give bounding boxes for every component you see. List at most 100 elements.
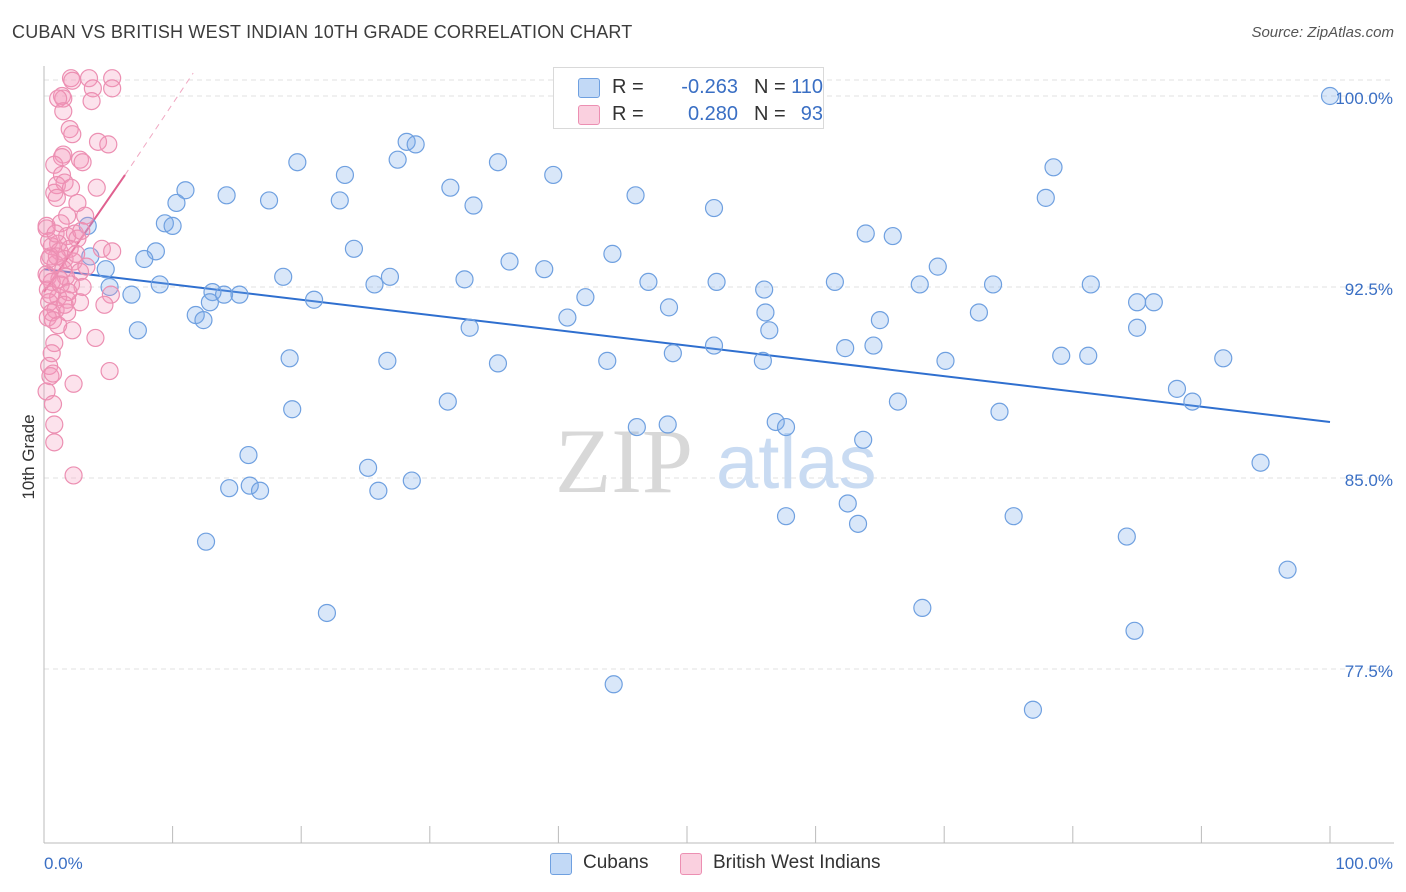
legend-label: Cubans (583, 852, 649, 873)
x-tick-label: 100.0% (1335, 854, 1393, 873)
cubans-point (1320, 86, 1340, 106)
british-west-indians-points (37, 69, 122, 485)
british-west-indians-point (64, 466, 83, 485)
british-west-indians-point (101, 285, 120, 304)
cubans-point (760, 321, 779, 340)
cubans-point (335, 165, 355, 185)
cubans-point (1127, 293, 1147, 312)
cubans-point (402, 471, 421, 490)
british-west-indians-point (64, 374, 83, 393)
cubans-point (639, 272, 658, 292)
cubans-point (870, 311, 890, 330)
gridlines (44, 79, 1394, 670)
cubans-point (603, 244, 622, 263)
british-west-indians-point (41, 367, 60, 386)
watermark-zip: ZIP (555, 410, 693, 512)
axes (43, 66, 1394, 844)
cubans-point (576, 288, 595, 307)
cubans-point (838, 494, 857, 513)
watermark-atlas: atlas (716, 420, 877, 505)
cubans-point (544, 165, 563, 185)
source-label: Source: ZipAtlas.com (1251, 24, 1394, 41)
british-west-indians-point (76, 206, 95, 225)
british-west-indians-point (63, 71, 82, 90)
cubans-point (1036, 188, 1055, 207)
cubans-point (167, 193, 186, 213)
cubans-point (604, 675, 623, 694)
r-label: R = (612, 103, 644, 125)
y-tick-label: 100.0% (1335, 89, 1393, 108)
british-west-indians-trend-extension (124, 72, 194, 176)
cubans-point (983, 275, 1003, 294)
british-west-indians-point (54, 102, 73, 121)
british-west-indians-point (67, 244, 86, 263)
british-west-indians-point (100, 361, 119, 381)
r-value: 0.280 (687, 103, 738, 125)
british-west-indians-point (99, 135, 118, 154)
cubans-point (259, 191, 279, 210)
british-west-indians-point (45, 433, 64, 452)
cubans-point (848, 514, 868, 533)
cubans-point (344, 239, 364, 258)
cubans-point (163, 216, 182, 235)
cubans-point (500, 252, 519, 271)
cubans-point (230, 285, 249, 304)
british-west-indians-point (61, 178, 81, 197)
legend-swatch-blue (578, 78, 600, 98)
british-west-indians-point (73, 153, 92, 172)
cubans-point (558, 308, 577, 327)
british-west-indians-point (87, 178, 106, 197)
n-value: 93 (800, 103, 823, 125)
cubans-point (217, 186, 236, 205)
cubans-point (304, 290, 324, 309)
cubans-point (438, 392, 457, 411)
cubans-point (358, 458, 378, 477)
cubans-point (1183, 392, 1202, 411)
legend-label: British West Indians (713, 852, 881, 873)
cubans-point (240, 476, 259, 495)
british-west-indians-point (103, 69, 122, 88)
cubans-point (194, 311, 213, 330)
cubans-point (1052, 346, 1071, 365)
cubans-point (990, 402, 1009, 421)
cubans-trend-line (43, 268, 1331, 423)
cubans-point (464, 196, 483, 215)
cubans-point (888, 392, 908, 411)
british-west-indians-point (54, 89, 73, 108)
cubans-point (365, 275, 384, 294)
y-axis-label: 10th Grade (19, 414, 38, 499)
watermark: ZIP atlas (555, 410, 877, 512)
cubans-point (753, 351, 772, 370)
cubans-point (864, 336, 883, 355)
british-west-indians-point (95, 295, 114, 314)
legend-swatch-blue (550, 853, 572, 875)
cubans-point (1144, 293, 1163, 312)
cubans-point (1044, 158, 1063, 177)
british-west-indians-point (58, 206, 77, 225)
british-west-indians-point (60, 120, 79, 139)
cubans-point (150, 275, 169, 294)
british-west-indians-point (38, 308, 57, 327)
cubans-point (1117, 527, 1136, 546)
cubans-point (1127, 318, 1147, 337)
cubans-point (825, 272, 844, 292)
cubans-point (441, 178, 460, 197)
cubans-point (659, 298, 679, 317)
r-value: -0.263 (681, 76, 738, 98)
cubans-point (488, 153, 508, 172)
cubans-point (200, 293, 219, 312)
cubans-point (1004, 507, 1023, 526)
cubans-point (535, 260, 554, 279)
cubans-point (836, 339, 855, 358)
cubans-point (460, 318, 479, 337)
british-west-indians-point (45, 415, 64, 434)
british-west-indians-point (70, 150, 90, 169)
british-west-indians-point (40, 249, 59, 269)
cubans-point (406, 135, 425, 154)
cubans-point (176, 181, 195, 200)
stats-legend: R = -0.263 N = 110 R = 0.280 N = 93 (553, 67, 824, 129)
cubans-point (1214, 349, 1233, 368)
cubans-point (378, 351, 397, 370)
cubans-point (96, 260, 115, 279)
